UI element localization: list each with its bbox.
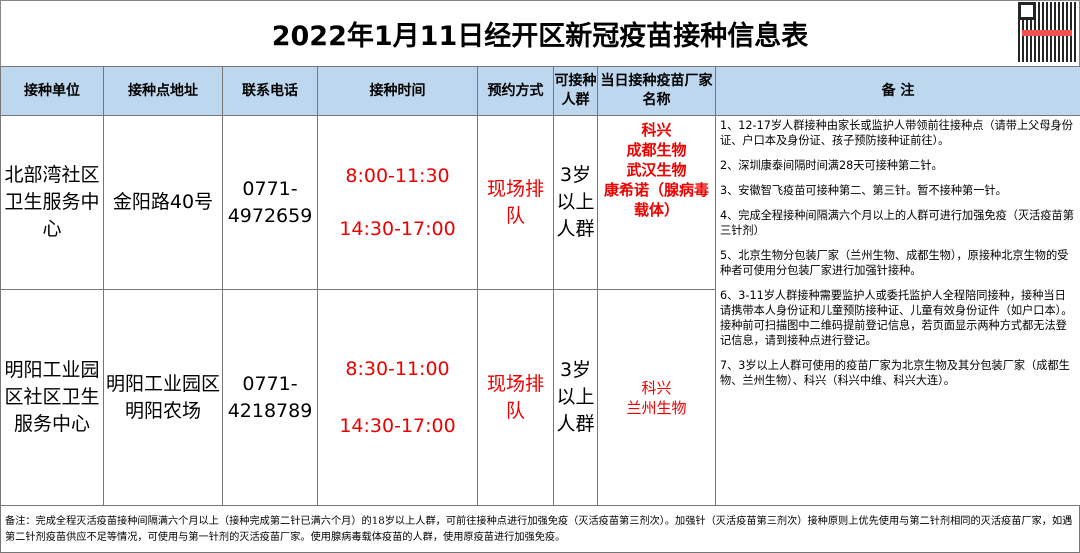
- header-phone: 联系电话: [222, 66, 318, 116]
- note-item: 2、深圳康泰间隔时间满28天可接种第二针。: [720, 159, 943, 172]
- time-morning: 8:00-11:30: [345, 164, 450, 187]
- note-item: 4、完成全程接种间隔满六个月以上的人群可进行加强免疫（灭活疫苗第三针剂）: [720, 209, 1074, 237]
- table-row: 明阳工业园区社区卫生服务中心 明阳工业园区明阳农场 0771-4218789 8…: [0, 289, 1080, 506]
- phone-cell: 0771-4972659: [222, 115, 318, 290]
- time-afternoon: 14:30-17:00: [339, 217, 456, 240]
- header-unit: 接种单位: [0, 66, 104, 116]
- method-cell: 现场排队: [477, 115, 554, 290]
- header-group: 可接种人群: [553, 66, 598, 116]
- vendor: 科兴: [641, 121, 672, 139]
- unit-cell: 明阳工业园区社区卫生服务中心: [0, 289, 104, 506]
- header-vendor: 当日接种疫苗厂家名称: [597, 66, 716, 116]
- time-morning: 8:30-11:00: [345, 357, 450, 380]
- vendor: 康希诺（腺病毒载体）: [603, 181, 709, 219]
- header-time: 接种时间: [317, 66, 478, 116]
- note-item: 1、12-17岁人群接种由家长或监护人带领前往接种点（请带上父母身份证、户口本及…: [720, 119, 1073, 147]
- table-row: 北部湾社区卫生服务中心 金阳路40号 0771-4972659 8:00-11:…: [0, 115, 1080, 506]
- note-item: 5、北京生物分包装厂家（兰州生物、成都生物），原接种北京生物的受种者可使用分包装…: [720, 249, 1069, 277]
- vendor: 成都生物: [626, 141, 687, 159]
- time-cell: 8:00-11:30 14:30-17:00: [317, 115, 478, 290]
- phone-cell: 0771-4218789: [222, 289, 318, 506]
- address-cell: 明阳工业园区明阳农场: [103, 289, 223, 506]
- vendor-cell: 科兴 成都生物 武汉生物 康希诺（腺病毒载体）: [597, 115, 716, 290]
- time-cell: 8:30-11:00 14:30-17:00: [317, 289, 478, 506]
- note-item: 7、3岁以上人群可使用的疫苗厂家为北京生物及其分包装厂家（成都生物、兰州生物）、…: [720, 359, 1070, 387]
- page-title: 2022年1月11日经开区新冠疫苗接种信息表: [0, 0, 1080, 66]
- vendor: 武汉生物: [626, 161, 687, 179]
- vendor-cell: 科兴 兰州生物: [597, 289, 716, 506]
- vendor: 科兴: [641, 378, 672, 397]
- group-cell: 3岁以上人群: [553, 115, 598, 290]
- time-afternoon: 14:30-17:00: [339, 414, 456, 437]
- note-item: 6、3-11岁人群接种需要监护人或委托监护人全程陪同接种，接种当日请携带本人身份…: [720, 289, 1073, 347]
- header-notes: 备 注: [715, 66, 1080, 116]
- header-address: 接种点地址: [103, 66, 223, 116]
- group-cell: 3岁以上人群: [553, 289, 598, 506]
- vendor: 兰州生物: [626, 398, 687, 417]
- unit-cell: 北部湾社区卫生服务中心: [0, 115, 104, 290]
- footer-note: 备注：完成全程灭活疫苗接种间隔满六个月以上（接种完成第二针已满六个月）的18岁以…: [0, 505, 1080, 553]
- qr-code[interactable]: [1018, 2, 1076, 62]
- notes-cell: 1、12-17岁人群接种由家长或监护人带领前往接种点（请带上父母身份证、户口本及…: [715, 115, 1080, 506]
- vaccination-table: 接种单位 接种点地址 联系电话 接种时间 预约方式 可接种人群 当日接种疫苗厂家…: [0, 66, 1080, 506]
- note-item: 3、安徽智飞疫苗可接种第二、第三针。暂不接种第一针。: [720, 184, 1007, 197]
- header-method: 预约方式: [477, 66, 554, 116]
- address-cell: 金阳路40号: [103, 115, 223, 290]
- header-row: 接种单位 接种点地址 联系电话 接种时间 预约方式 可接种人群 当日接种疫苗厂家…: [0, 66, 1080, 116]
- method-cell: 现场排队: [477, 289, 554, 506]
